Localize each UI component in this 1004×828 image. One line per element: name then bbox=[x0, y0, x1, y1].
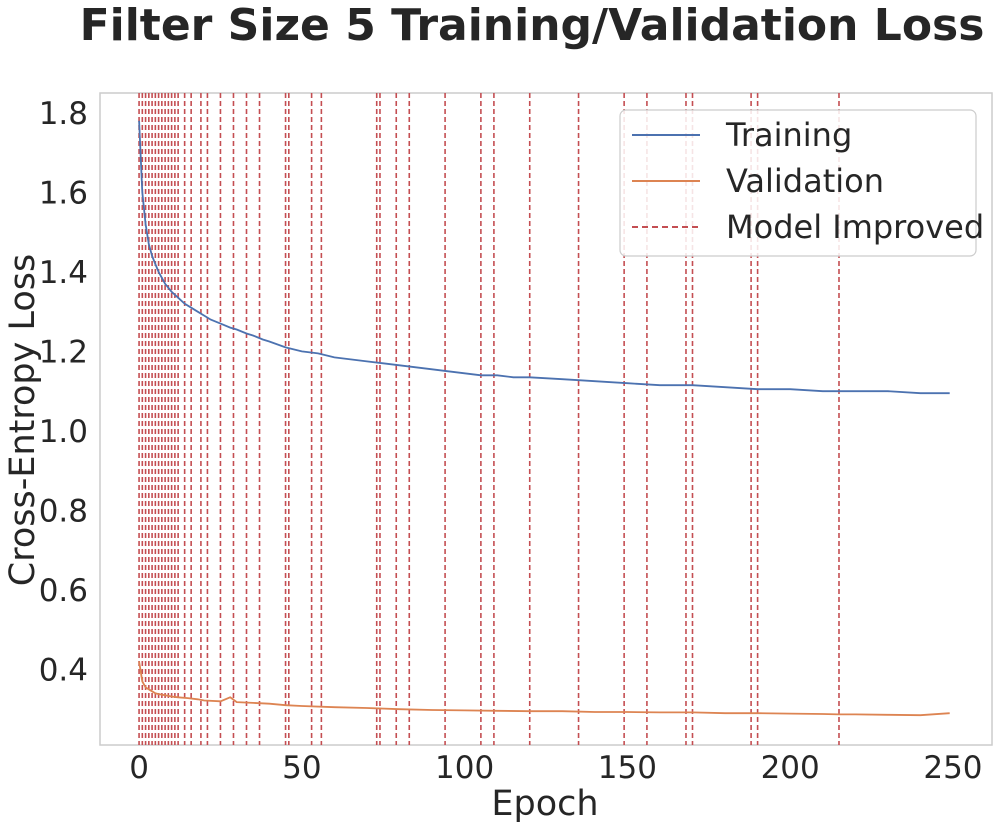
y-tick-label-1.2: 1.2 bbox=[39, 334, 88, 370]
x-tick-label-150: 150 bbox=[598, 750, 657, 786]
chart-title: Filter Size 5 Training/Validation Loss bbox=[80, 0, 985, 51]
legend-label-validation: Validation bbox=[726, 162, 884, 200]
y-tick-label-1.4: 1.4 bbox=[39, 255, 88, 291]
x-axis-label: Epoch bbox=[491, 784, 598, 824]
legend-label-training: Training bbox=[725, 116, 852, 154]
y-tick-label-0.6: 0.6 bbox=[39, 573, 88, 609]
y-axis-label: Cross-Entropy Loss bbox=[3, 254, 43, 586]
x-tick-label-0: 0 bbox=[129, 750, 149, 786]
y-tick-label-0.4: 0.4 bbox=[39, 652, 88, 688]
x-tick-label-250: 250 bbox=[923, 750, 982, 786]
y-tick-label-0.8: 0.8 bbox=[39, 493, 88, 529]
series-line-training bbox=[138, 120, 950, 395]
x-axis-ticks: 0 50 100 150 200 250 bbox=[129, 750, 982, 786]
x-tick-label-100: 100 bbox=[435, 750, 494, 786]
y-tick-label-1.0: 1.0 bbox=[39, 414, 88, 450]
y-tick-label-1.8: 1.8 bbox=[39, 96, 88, 132]
x-tick-label-200: 200 bbox=[761, 750, 820, 786]
legend-box bbox=[619, 109, 977, 257]
y-tick-label-1.6: 1.6 bbox=[39, 175, 88, 211]
x-tick-label-50: 50 bbox=[282, 750, 321, 786]
legend-label-improved: Model Improved bbox=[726, 208, 984, 246]
series-line-validation bbox=[138, 661, 950, 717]
legend: Training Validation Model Improved bbox=[619, 109, 984, 257]
series-lines bbox=[138, 120, 950, 717]
y-axis-ticks: 0.4 0.6 0.8 1.0 1.2 1.4 1.6 1.8 bbox=[39, 96, 88, 689]
